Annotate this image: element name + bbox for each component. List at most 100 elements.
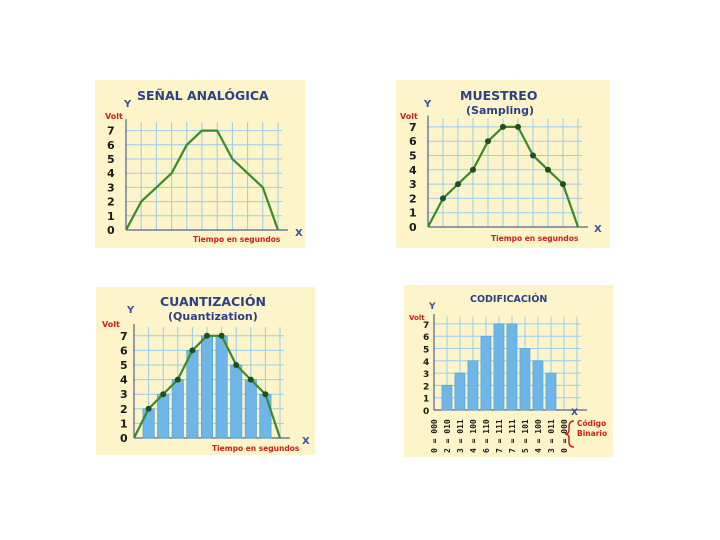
sample-point [218,332,225,339]
binary-code-label: 3 = 011 [547,419,556,453]
sample-point [160,391,167,398]
sample-bar [157,393,170,439]
binary-code-label: 7 = 111 [495,419,504,453]
x-axis-label: X [571,408,578,418]
y-tick-label: 3 [423,370,429,380]
sample-bar [467,360,479,411]
sample-points [145,332,269,412]
y-tick-label: 4 [423,358,429,368]
code-label-line1: Código [577,419,606,428]
coding-chart: CODIFICACIÓN Y Volt 0 1 2 3 4 5 6 7 0 = 000 2 = … [404,285,613,457]
binary-code-label: 7 = 111 [508,419,517,453]
sample-point [440,195,446,202]
y-tick-label: 3 [409,178,417,191]
sample-bar [142,408,155,439]
sample-points [440,123,566,202]
sample-bar [493,323,505,411]
binary-code-label: 4 = 100 [469,419,478,453]
y-tick-label: 0 [423,407,429,417]
curve [125,129,280,231]
panel-codificacion: CODIFICACIÓN Y Volt 0 1 2 3 4 5 6 7 0 = 000 2 = … [404,285,613,457]
sample-bar [215,335,228,439]
y-tick-label: 0 [107,224,115,237]
sample-bar [259,393,272,439]
y-tick-label: 5 [409,150,417,163]
binary-code-label: 4 = 100 [534,419,543,453]
sample-bar [186,350,199,439]
sample-bar [230,364,243,439]
sample-point [174,376,181,383]
sample-point [262,391,269,398]
y-tick-label: 0 [120,432,128,445]
sample-bar [506,323,518,411]
sample-point [530,152,536,159]
y-axis-label: Y [428,302,436,312]
sample-bar [454,372,466,411]
sample-point [145,405,152,412]
sample-bar [545,372,557,411]
y-axis-label: Y [123,99,132,110]
y-tick-label: 1 [107,210,115,223]
y-tick-label: 6 [423,333,429,343]
x-axis-title: Tiempo en segundos [193,235,281,244]
y-tick-label: 7 [107,125,115,138]
quantization-bars [142,335,272,439]
y-tick-label: 3 [107,181,115,194]
brace-icon [564,420,575,448]
binary-code-label: 3 = 011 [456,419,465,453]
sample-bar [480,335,492,411]
sample-point [189,347,196,354]
unit-label: Volt [102,320,120,329]
unit-label: Volt [400,112,418,121]
unit-label: Volt [105,112,123,121]
y-tick-label: 1 [120,417,128,430]
x-axis-label: X [302,436,310,447]
y-tick-label: 2 [120,403,128,416]
panel-background [95,80,305,248]
x-axis-label: X [295,228,303,239]
sample-bar [441,385,453,411]
y-tick-label: 5 [423,346,429,356]
unit-label: Volt [409,314,425,322]
y-tick-label: 2 [409,192,417,205]
binary-code-label: 6 = 110 [482,419,491,453]
y-tick-label: 5 [107,153,115,166]
sample-point [204,332,210,339]
panel-title: SEÑAL ANALÓGICA [137,88,269,103]
panel-subtitle: (Quantization) [168,310,258,323]
y-tick-label: 6 [107,139,115,152]
quantization-chart: CUANTIZACIÓN (Quantization) Y Volt 0 12 34… [96,287,315,455]
y-tick-label: 2 [423,382,429,392]
y-tick-label: 5 [120,359,128,372]
y-axis-label: Y [126,305,135,316]
y-tick-label: 7 [120,330,128,343]
y-tick-label: 7 [423,321,429,331]
y-tick-label: 1 [423,395,429,405]
x-axis-label: X [594,224,602,235]
coding-bars [441,323,557,411]
y-tick-label: 7 [409,121,417,134]
sample-bar [171,379,184,439]
y-tick-label: 4 [409,164,417,177]
x-axis-title: Tiempo en segundos [212,444,300,453]
y-axis-label: Y [423,99,432,110]
sample-point [500,123,506,130]
sample-point [515,123,521,130]
y-tick-label: 6 [120,344,128,357]
grid [427,115,588,228]
y-tick-label: 1 [409,207,417,220]
panel-title: MUESTREO [460,88,537,103]
y-tick-label: 4 [107,167,115,180]
binary-codes: 0 = 000 2 = 010 3 = 011 4 = 100 6 = 110 7 = 1… [430,419,569,453]
sample-point [485,138,491,145]
panel-title: CODIFICACIÓN [470,293,547,305]
grid [125,119,288,231]
sample-bar [519,348,531,411]
binary-code-label: 2 = 010 [443,419,452,453]
